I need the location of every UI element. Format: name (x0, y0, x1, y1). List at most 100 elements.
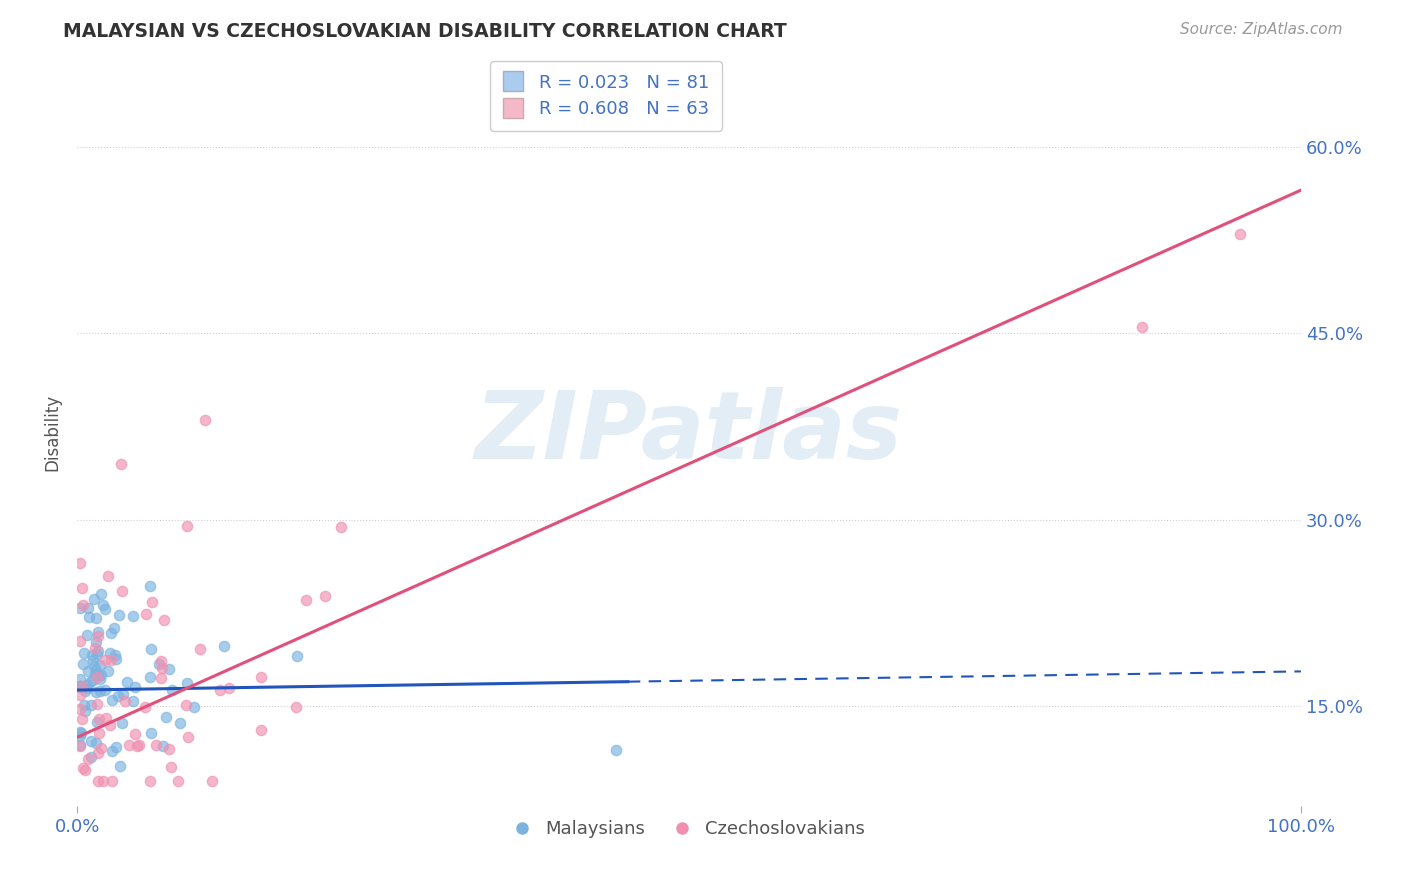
Point (70, 581, 93, 595)
Point (155, 710, 177, 724)
Point (284, 699, 307, 714)
Point (250, 670, 273, 684)
Point (121, 694, 143, 708)
Point (70, 726, 93, 740)
Point (87, 625, 110, 640)
Point (149, 654, 172, 668)
Point (76, 678, 98, 692)
Point (75, 683, 97, 698)
Point (145, 738, 167, 752)
Point (139, 726, 162, 740)
Point (112, 687, 135, 701)
Point (148, 657, 170, 672)
Point (160, 760, 183, 774)
Point (69, 600, 91, 615)
Point (87, 668, 110, 682)
Point (86, 747, 108, 761)
Point (82, 653, 104, 667)
Point (157, 662, 180, 676)
Point (89, 658, 111, 673)
Point (89, 672, 111, 686)
Point (87, 726, 110, 740)
Point (73, 763, 96, 777)
Point (69, 702, 91, 716)
Point (176, 730, 198, 744)
Point (169, 715, 191, 730)
Point (218, 681, 240, 696)
Point (75, 704, 97, 718)
Point (90, 741, 112, 756)
Point (69, 729, 91, 743)
Point (77, 610, 100, 624)
Point (86, 647, 108, 661)
Point (605, 743, 627, 757)
Point (139, 642, 162, 657)
Point (194, 413, 217, 427)
Point (73, 698, 96, 712)
Point (69, 739, 91, 753)
Point (139, 670, 162, 684)
Point (86, 715, 108, 730)
Point (107, 608, 129, 623)
Point (91, 773, 114, 788)
Point (105, 652, 128, 666)
Point (128, 738, 150, 752)
Point (90, 668, 112, 682)
Text: Source: ZipAtlas.com: Source: ZipAtlas.com (1180, 22, 1343, 37)
Point (84, 736, 107, 750)
Point (87, 712, 110, 726)
Point (167, 773, 190, 788)
Point (76, 681, 98, 696)
Point (110, 457, 132, 471)
Point (183, 699, 205, 714)
Point (134, 700, 156, 714)
Point (91, 598, 114, 612)
Point (111, 583, 134, 598)
Text: ZIPatlas: ZIPatlas (475, 386, 903, 479)
Point (98, 646, 121, 660)
Point (101, 693, 124, 707)
Point (94, 710, 117, 724)
Point (176, 519, 198, 533)
Point (141, 595, 163, 609)
Point (115, 675, 138, 690)
Point (84, 634, 107, 648)
Point (86, 684, 108, 698)
Point (69, 681, 91, 695)
Point (72, 761, 94, 775)
Point (82, 673, 104, 688)
Point (152, 739, 174, 753)
Point (101, 744, 124, 758)
Point (150, 661, 173, 675)
Point (103, 621, 125, 635)
Point (97, 664, 120, 678)
Point (107, 689, 129, 703)
Point (69, 556, 91, 570)
Point (212, 639, 235, 653)
Point (76, 627, 98, 641)
Point (124, 680, 146, 694)
Point (70, 712, 93, 726)
Point (73, 646, 96, 660)
Point (83, 658, 105, 673)
Point (70, 679, 93, 693)
Point (87, 629, 110, 643)
Point (104, 648, 127, 663)
Point (104, 739, 127, 754)
Point (89, 684, 111, 698)
Point (162, 682, 184, 697)
Point (108, 759, 131, 773)
Point (72, 599, 94, 613)
Point (69, 633, 91, 648)
Point (200, 773, 222, 788)
Point (90, 587, 112, 601)
Point (84, 611, 107, 625)
Point (118, 738, 141, 752)
Point (80, 750, 103, 764)
Point (330, 520, 353, 534)
Point (111, 716, 134, 731)
Point (1130, 320, 1153, 334)
Point (249, 723, 271, 737)
Point (72, 657, 94, 672)
Point (80, 648, 103, 662)
